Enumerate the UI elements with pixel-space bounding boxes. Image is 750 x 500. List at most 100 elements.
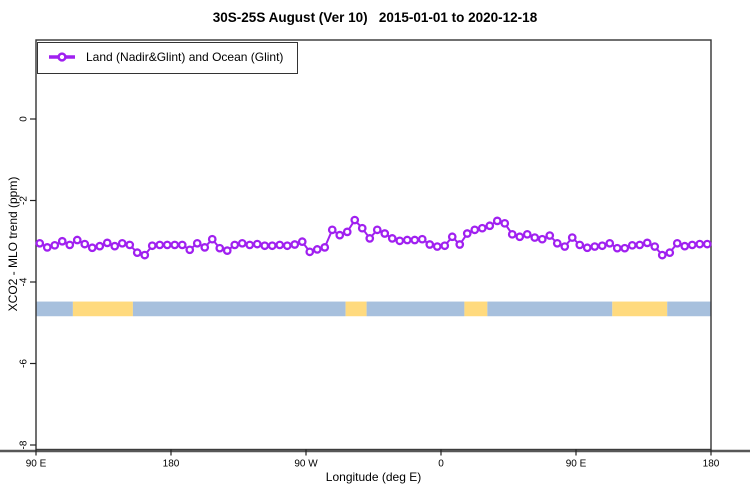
data-point <box>650 242 660 251</box>
data-point <box>395 236 405 246</box>
data-point <box>567 233 577 242</box>
data-point <box>267 241 277 251</box>
data-point <box>327 225 337 235</box>
surface-band-ocean <box>366 301 465 317</box>
data-point <box>552 238 562 248</box>
data-point <box>695 239 705 249</box>
data-point <box>500 218 510 228</box>
data-point <box>260 241 270 251</box>
y-tick-label: -4 <box>19 277 30 286</box>
data-point <box>702 239 712 249</box>
data-point <box>110 241 120 251</box>
data-point <box>95 241 105 251</box>
data-point <box>275 240 285 250</box>
y-tick-label: -8 <box>19 440 30 449</box>
data-point <box>117 238 127 248</box>
data-point <box>402 235 412 245</box>
data-point <box>57 236 67 246</box>
data-point <box>80 239 90 249</box>
data-point <box>462 229 472 238</box>
data-point <box>477 223 487 233</box>
data-point <box>87 243 97 253</box>
data-point <box>42 243 52 252</box>
data-point <box>185 245 195 255</box>
data-point <box>102 238 112 248</box>
data-point <box>620 243 630 253</box>
surface-band-ocean <box>36 301 73 317</box>
x-axis-title: Longitude (deg E) <box>325 470 422 484</box>
x-tick-label: 90 W <box>294 459 318 470</box>
data-point <box>65 240 75 250</box>
data-point <box>545 231 555 240</box>
data-point <box>192 238 202 248</box>
data-point <box>470 225 480 235</box>
data-point <box>612 243 622 253</box>
x-tick-label: 90 E <box>26 459 47 470</box>
surface-band-land <box>72 301 133 317</box>
data-point <box>530 233 540 242</box>
data-point <box>72 235 82 245</box>
legend-label: Land (Nadir&Glint) and Ocean (Glint) <box>86 50 284 64</box>
data-point <box>425 240 435 249</box>
data-point <box>222 246 232 255</box>
data-point <box>305 247 315 257</box>
data-point <box>410 235 420 245</box>
data-point <box>522 229 532 239</box>
surface-band-ocean <box>667 301 711 317</box>
data-point <box>342 227 352 237</box>
data-point <box>200 243 210 252</box>
legend: Land (Nadir&Glint) and Ocean (Glint) <box>37 42 299 74</box>
data-point <box>507 229 517 239</box>
data-point <box>230 240 240 250</box>
data-point <box>350 215 360 225</box>
data-point <box>447 232 457 242</box>
data-point <box>575 240 585 250</box>
data-point <box>680 241 690 251</box>
data-point <box>380 229 390 238</box>
data-point <box>372 225 382 235</box>
y-tick-label: 0 <box>19 116 30 122</box>
x-tick-label: 0 <box>438 459 444 470</box>
data-point <box>297 237 307 247</box>
data-point <box>147 241 157 251</box>
data-point <box>357 223 367 233</box>
surface-band-land <box>612 301 668 317</box>
data-point <box>492 216 502 226</box>
data-point <box>140 250 150 260</box>
x-tick-label: 90 E <box>566 459 587 470</box>
legend-line-marker-icon <box>49 52 75 62</box>
data-point <box>35 238 45 248</box>
data-point <box>627 240 637 250</box>
data-point <box>485 221 495 231</box>
data-point <box>515 232 525 242</box>
data-point <box>237 238 247 248</box>
data-point <box>387 234 397 243</box>
data-point <box>657 250 667 260</box>
data-point <box>665 248 675 258</box>
data-point <box>132 248 142 258</box>
data-point <box>635 240 645 250</box>
data-point <box>125 240 135 250</box>
data-point <box>162 240 172 250</box>
data-point <box>252 239 262 249</box>
data-point <box>560 242 570 251</box>
y-tick-label: -6 <box>19 359 30 368</box>
data-point <box>177 240 187 250</box>
data-point <box>687 240 697 250</box>
data-point <box>455 240 465 249</box>
data-point <box>417 234 427 244</box>
data-point <box>320 243 330 252</box>
surface-band-land <box>464 301 488 317</box>
data-point <box>245 240 255 250</box>
data-point <box>312 245 322 254</box>
surface-band-ocean <box>487 301 613 317</box>
data-point <box>642 238 652 248</box>
data-point <box>597 241 607 251</box>
data-point <box>365 234 375 243</box>
data-point <box>537 234 547 244</box>
data-point <box>590 242 600 251</box>
data-point <box>672 238 682 248</box>
data-point <box>282 241 292 251</box>
